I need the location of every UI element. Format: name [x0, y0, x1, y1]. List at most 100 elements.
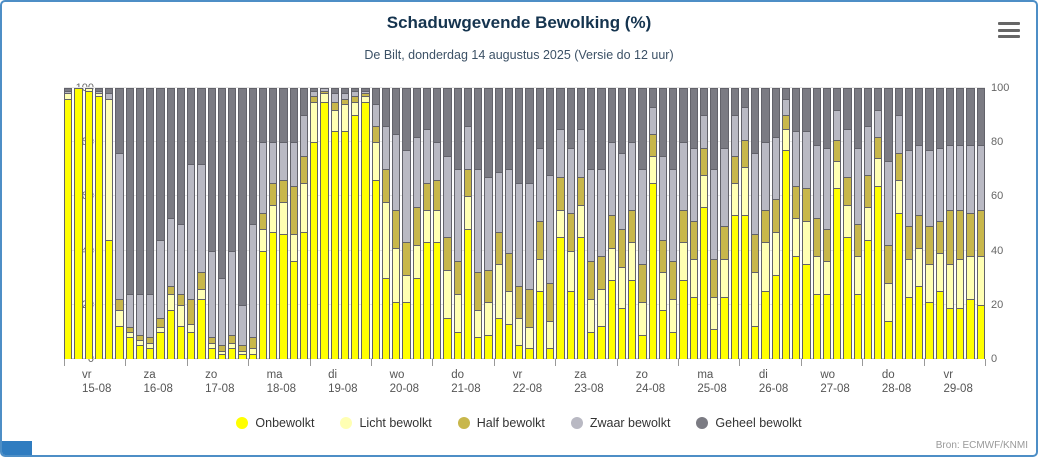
bar-segment-zwaar-bewolkt[interactable]: [853, 147, 862, 224]
bar-segment-half-bewolkt[interactable]: [884, 245, 893, 284]
bar-segment-zwaar-bewolkt[interactable]: [197, 163, 206, 273]
bar-segment-half-bewolkt[interactable]: [115, 299, 124, 311]
bar-segment-geheel-bewolkt[interactable]: [628, 88, 637, 143]
bar-segment-licht-bewolkt[interactable]: [843, 204, 852, 238]
bar-segment-half-bewolkt[interactable]: [833, 139, 842, 162]
bar-segment-licht-bewolkt[interactable]: [105, 98, 114, 240]
bar-segment-onbewolkt[interactable]: [566, 291, 575, 359]
bar-segment-zwaar-bewolkt[interactable]: [730, 115, 739, 156]
bar-segment-geheel-bewolkt[interactable]: [884, 88, 893, 162]
bar-segment-onbewolkt[interactable]: [812, 293, 821, 359]
stacked-bar[interactable]: [781, 88, 791, 359]
bar-segment-licht-bewolkt[interactable]: [710, 296, 719, 330]
bar-segment-half-bewolkt[interactable]: [515, 285, 524, 319]
bar-segment-zwaar-bewolkt[interactable]: [740, 107, 750, 140]
bar-segment-zwaar-bewolkt[interactable]: [156, 239, 165, 319]
bar-segment-geheel-bewolkt[interactable]: [474, 88, 483, 170]
bar-segment-geheel-bewolkt[interactable]: [248, 88, 257, 224]
stacked-bar[interactable]: [812, 88, 821, 359]
bar-segment-zwaar-bewolkt[interactable]: [105, 93, 114, 99]
bar-segment-zwaar-bewolkt[interactable]: [299, 115, 309, 156]
bar-segment-zwaar-bewolkt[interactable]: [771, 136, 780, 200]
legend-item-zwaar-bewolkt[interactable]: Zwaar bewolkt: [570, 416, 670, 430]
bar-segment-zwaar-bewolkt[interactable]: [351, 90, 360, 97]
bar-segment-geheel-bewolkt[interactable]: [617, 88, 627, 154]
bar-segment-zwaar-bewolkt[interactable]: [792, 131, 801, 186]
bar-segment-zwaar-bewolkt[interactable]: [433, 142, 442, 181]
bar-segment-zwaar-bewolkt[interactable]: [935, 147, 944, 221]
bar-segment-half-bewolkt[interactable]: [915, 215, 924, 248]
bar-segment-onbewolkt[interactable]: [802, 264, 811, 359]
bar-segment-zwaar-bewolkt[interactable]: [166, 218, 175, 286]
stacked-bar[interactable]: [843, 88, 852, 359]
legend-item-half-bewolkt[interactable]: Half bewolkt: [457, 416, 545, 430]
bar-segment-zwaar-bewolkt[interactable]: [474, 169, 483, 273]
bar-segment-half-bewolkt[interactable]: [771, 199, 780, 232]
bar-segment-licht-bewolkt[interactable]: [125, 331, 134, 338]
bar-segment-half-bewolkt[interactable]: [392, 209, 401, 248]
bar-segment-half-bewolkt[interactable]: [228, 334, 237, 343]
bar-segment-onbewolkt[interactable]: [576, 237, 585, 359]
bar-segment-onbewolkt[interactable]: [187, 331, 196, 359]
bar-segment-licht-bewolkt[interactable]: [156, 326, 165, 332]
bar-segment-licht-bewolkt[interactable]: [474, 310, 483, 338]
bar-segment-zwaar-bewolkt[interactable]: [269, 142, 278, 183]
bar-segment-half-bewolkt[interactable]: [648, 134, 657, 156]
bar-segment-onbewolkt[interactable]: [587, 331, 596, 359]
stacked-bar[interactable]: [710, 88, 719, 359]
stacked-bar[interactable]: [822, 88, 832, 359]
bar-segment-zwaar-bewolkt[interactable]: [904, 150, 914, 227]
stacked-bar[interactable]: [248, 88, 257, 359]
bar-segment-licht-bewolkt[interactable]: [176, 304, 186, 327]
bar-segment-licht-bewolkt[interactable]: [617, 266, 627, 308]
bar-segment-licht-bewolkt[interactable]: [443, 269, 452, 319]
bar-segment-geheel-bewolkt[interactable]: [956, 88, 965, 145]
bar-segment-zwaar-bewolkt[interactable]: [966, 144, 975, 213]
bar-segment-zwaar-bewolkt[interactable]: [443, 155, 452, 238]
bar-segment-onbewolkt[interactable]: [494, 318, 503, 359]
bar-segment-zwaar-bewolkt[interactable]: [94, 90, 103, 94]
bar-segment-zwaar-bewolkt[interactable]: [187, 163, 196, 300]
bar-segment-onbewolkt[interactable]: [217, 353, 227, 359]
stacked-bar[interactable]: [217, 88, 227, 359]
bar-segment-onbewolkt[interactable]: [669, 331, 678, 359]
stacked-bar[interactable]: [504, 88, 514, 359]
bar-segment-onbewolkt[interactable]: [648, 182, 657, 359]
bar-segment-onbewolkt[interactable]: [176, 326, 186, 359]
bar-segment-zwaar-bewolkt[interactable]: [463, 125, 473, 170]
stacked-bar[interactable]: [556, 88, 565, 359]
bar-segment-zwaar-bewolkt[interactable]: [843, 128, 852, 178]
bar-segment-half-bewolkt[interactable]: [289, 185, 298, 235]
stacked-bar[interactable]: [392, 88, 401, 359]
bar-segment-onbewolkt[interactable]: [248, 353, 257, 359]
bar-segment-half-bewolkt[interactable]: [299, 155, 309, 183]
bar-segment-licht-bewolkt[interactable]: [956, 258, 965, 308]
bar-segment-licht-bewolkt[interactable]: [269, 204, 278, 232]
bar-segment-licht-bewolkt[interactable]: [689, 258, 698, 297]
bar-segment-half-bewolkt[interactable]: [894, 153, 903, 181]
bar-segment-onbewolkt[interactable]: [228, 348, 237, 359]
bar-segment-zwaar-bewolkt[interactable]: [392, 134, 401, 210]
bar-segment-onbewolkt[interactable]: [843, 237, 852, 359]
stacked-bar[interactable]: [371, 88, 380, 359]
bar-segment-zwaar-bewolkt[interactable]: [279, 142, 288, 181]
bar-segment-zwaar-bewolkt[interactable]: [607, 142, 616, 216]
bar-segment-onbewolkt[interactable]: [956, 307, 965, 359]
bar-segment-zwaar-bewolkt[interactable]: [381, 125, 391, 170]
bar-segment-licht-bewolkt[interactable]: [904, 258, 914, 297]
bar-segment-geheel-bewolkt[interactable]: [207, 88, 216, 251]
bar-segment-licht-bewolkt[interactable]: [494, 264, 503, 319]
bar-segment-onbewolkt[interactable]: [515, 345, 524, 359]
bar-segment-onbewolkt[interactable]: [658, 310, 668, 359]
bar-segment-half-bewolkt[interactable]: [945, 209, 955, 265]
bar-segment-geheel-bewolkt[interactable]: [720, 88, 729, 148]
bar-segment-half-bewolkt[interactable]: [556, 177, 565, 210]
bar-segment-geheel-bewolkt[interactable]: [289, 88, 298, 143]
bar-segment-licht-bewolkt[interactable]: [381, 201, 391, 278]
bar-segment-licht-bewolkt[interactable]: [504, 291, 514, 324]
stacked-bar[interactable]: [299, 88, 309, 359]
bar-segment-geheel-bewolkt[interactable]: [863, 88, 873, 126]
bar-segment-half-bewolkt[interactable]: [197, 272, 206, 289]
stacked-bar[interactable]: [463, 88, 473, 359]
bar-segment-licht-bewolkt[interactable]: [248, 348, 257, 354]
